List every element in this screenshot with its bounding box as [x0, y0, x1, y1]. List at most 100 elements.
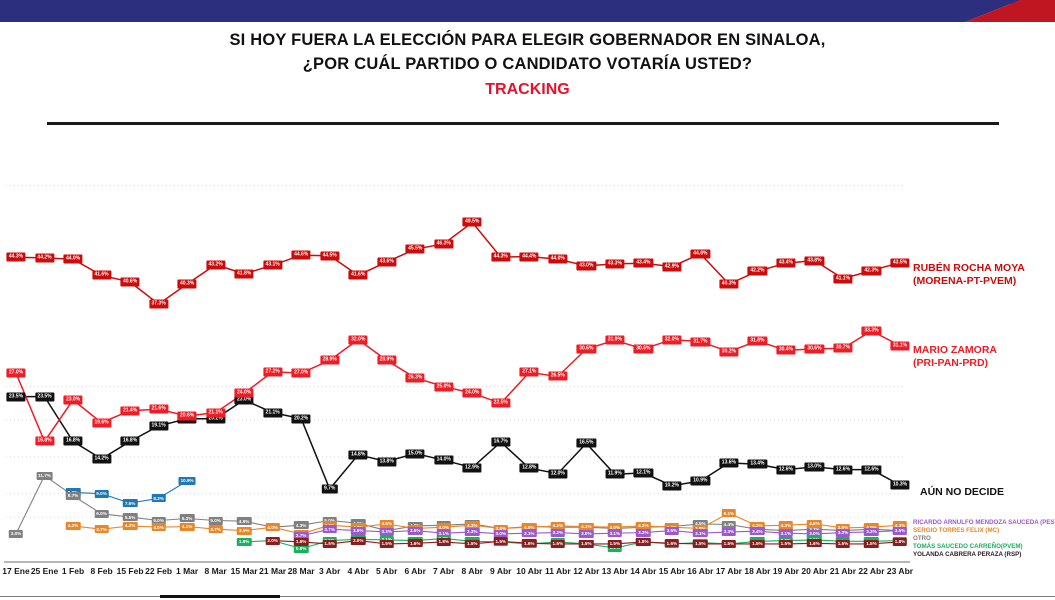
data-point-label: 4.2% [750, 521, 765, 530]
title-divider [47, 122, 999, 125]
data-point-label: 3.1% [693, 529, 708, 538]
data-point-label: 1.6% [664, 539, 680, 548]
data-point-label: 16.8% [120, 436, 140, 446]
data-point-label: 3.7% [94, 525, 109, 534]
data-point-label: 19.6% [91, 418, 112, 428]
data-point-label: 3.2% [550, 528, 566, 537]
data-point-label: 30.4% [776, 345, 796, 355]
data-point-label: 43.0% [576, 261, 596, 271]
legend-pes: RICARDO ARNULFO MENDOZA SAUCEDA (PES) [913, 519, 1055, 526]
data-point-label: 1.5% [550, 539, 566, 548]
data-point-label: 14.8% [348, 450, 368, 460]
x-axis-tick-label: 3 Abr [318, 566, 341, 576]
x-axis-tick-label: 16 Abr [687, 566, 714, 576]
data-point-label: 32.0% [348, 335, 368, 345]
data-point-label: 27.0% [291, 368, 311, 378]
title-line-2: ¿POR CUÁL PARTIDO O CANDIDATO VOTARÍA US… [302, 55, 753, 73]
x-axis-tick-label: 15 Abr [658, 566, 685, 576]
data-point-label: 43.1% [263, 260, 283, 270]
data-point-label: 8.3% [151, 494, 166, 503]
data-point-label: 41.1% [833, 274, 853, 284]
data-point-label: 3.8% [693, 524, 708, 533]
data-point-label: 3.5% [236, 526, 252, 535]
x-axis-tick-label: 1 Feb [61, 566, 85, 576]
data-point-label: 4.5% [379, 519, 394, 528]
data-point-label: 30.7% [833, 343, 853, 353]
data-point-label: 12.0% [548, 469, 568, 479]
legend-zamora: MARIO ZAMORA (PRI-PAN-PRD) [913, 344, 997, 370]
data-point-label: 42.2% [747, 266, 767, 276]
data-point-label: 3.9% [835, 523, 851, 532]
data-point-label: 1.8% [636, 537, 651, 546]
footer-divider-accent [160, 595, 280, 598]
data-point-label: 27.0% [6, 368, 26, 378]
data-point-label: 3.0% [8, 529, 24, 538]
data-point-label: 14.2% [91, 454, 112, 464]
data-point-label: 44.6% [291, 250, 311, 260]
data-point-label: 4.3% [322, 521, 337, 530]
data-point-label: 21.1% [263, 408, 283, 418]
data-point-label: 3.5% [892, 526, 908, 535]
data-point-label: 4.3% [293, 521, 309, 530]
data-point-label: 4.3% [778, 521, 794, 530]
data-point-label: 19.1% [148, 421, 169, 431]
data-point-label: 43.2% [206, 260, 226, 270]
data-point-label: 3.1% [778, 529, 794, 538]
data-point-label: 1.9% [493, 537, 509, 546]
data-point-label: 4.2% [550, 521, 566, 530]
data-point-label: 1.5% [607, 539, 623, 548]
data-point-label: 5.0% [151, 516, 166, 525]
data-point-label: 1.5% [750, 539, 765, 548]
data-point-label: 3.1% [607, 529, 623, 538]
data-point-label: 2.0% [265, 536, 280, 545]
data-point-label: 1.8% [236, 537, 252, 546]
title-line-1: SI HOY FUERA LA ELECCIÓN PARA ELEGIR GOB… [229, 31, 826, 49]
data-point-label: 44.3% [491, 252, 511, 262]
data-point-label: 45.5% [405, 244, 425, 254]
data-point-label: 1.5% [778, 539, 794, 548]
data-point-label: 42.3% [861, 266, 882, 276]
x-axis-tick-label: 17 Ene [2, 566, 30, 576]
x-axis-tick-label: 28 Mar [287, 566, 315, 576]
data-point-label: 3.2% [835, 528, 851, 537]
data-point-label: 23.0% [63, 395, 83, 405]
data-point-label: 1.5% [721, 539, 737, 548]
title-subtitle: TRACKING [485, 81, 570, 98]
data-point-label: 2.1% [379, 535, 394, 544]
data-point-label: 13.4% [747, 459, 767, 469]
x-axis-tick-label: 21 Abr [829, 566, 857, 576]
data-point-label: 1.6% [407, 539, 423, 548]
data-point-label: 42.9% [662, 262, 682, 272]
data-point-label: 23.5% [6, 392, 26, 402]
data-point-label: 16.8% [34, 436, 55, 446]
data-point-label: 3.5% [407, 526, 423, 535]
x-axis-tick-label: 12 Abr [573, 566, 600, 576]
x-axis-labels: 17 Ene 25 Ene 1 Feb 8 Feb 15 Feb 22 Feb 1 Mar 8… [0, 566, 1055, 582]
page-title: SI HOY FUERA LA ELECCIÓN PARA ELEGIR GOB… [0, 28, 1055, 102]
x-axis-tick-label: 25 Ene [30, 566, 59, 576]
x-axis-tick-label: 20 Abr [801, 566, 828, 576]
data-point-label: 13.0% [804, 462, 825, 472]
data-point-label: 4.5% [693, 519, 708, 528]
footer-divider [0, 596, 1055, 597]
data-point-label: 4.1% [179, 522, 195, 531]
legend-zamora-line2: (PRI-PAN-PRD) [913, 357, 989, 369]
data-point-label: 3.5% [350, 526, 366, 535]
data-point-label: 1.8% [892, 537, 908, 546]
data-point-label: 4.0% [151, 523, 166, 532]
data-point-label: 43.4% [776, 258, 796, 268]
data-point-label: 12.6% [833, 465, 853, 475]
data-point-label: 27.1% [519, 367, 539, 377]
data-point-label: 26.5% [548, 371, 568, 381]
data-point-label: 26.3% [405, 373, 425, 383]
data-point-label: 21.4% [120, 406, 140, 416]
x-axis-tick-label: 7 Abr [433, 566, 455, 576]
data-point-label: 5.3% [179, 514, 195, 523]
data-point-label: 14.0% [434, 455, 454, 465]
data-point-label: 4.4% [721, 520, 737, 529]
banner-blue-left [0, 0, 1020, 22]
data-point-label: 10.9% [690, 476, 710, 486]
data-point-label: 4.0% [265, 523, 280, 532]
top-banner [0, 0, 1055, 22]
data-point-label: 30.6% [633, 344, 653, 354]
